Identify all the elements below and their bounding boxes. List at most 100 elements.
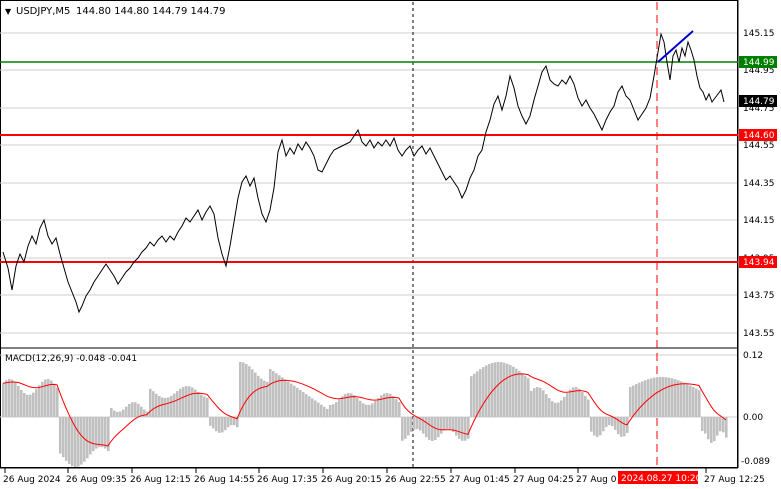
macd-bar bbox=[206, 397, 209, 417]
macd-bar bbox=[356, 397, 359, 417]
time-highlight-bg bbox=[618, 471, 698, 484]
macd-bar bbox=[560, 400, 563, 417]
macd-bar bbox=[335, 402, 338, 417]
macd-bar bbox=[578, 388, 581, 417]
macd-bar bbox=[131, 402, 134, 417]
macd-bar bbox=[35, 389, 38, 417]
macd-bar bbox=[305, 394, 308, 417]
macd-bar bbox=[542, 390, 545, 417]
macd-bar bbox=[605, 417, 608, 428]
macd-bar bbox=[134, 402, 137, 417]
macd-bar bbox=[329, 404, 332, 417]
macd-bar bbox=[29, 394, 32, 417]
macd-bar bbox=[587, 399, 590, 417]
macd-bar bbox=[575, 387, 578, 417]
macd-bar bbox=[704, 417, 707, 434]
macd-bar bbox=[521, 373, 524, 417]
macd-bar bbox=[104, 417, 107, 449]
macd-bar bbox=[491, 362, 494, 417]
macd-bar bbox=[677, 380, 680, 417]
macd-bar bbox=[659, 377, 662, 417]
macd-bar bbox=[455, 417, 458, 436]
macd-bar bbox=[371, 403, 374, 417]
macd-bar bbox=[302, 392, 305, 417]
macd-bar bbox=[551, 401, 554, 417]
macd-bar bbox=[407, 417, 410, 436]
macd-bar bbox=[209, 417, 212, 426]
macd-bar bbox=[155, 393, 158, 417]
macd-bar bbox=[347, 393, 350, 417]
macd-bar bbox=[671, 378, 674, 417]
macd-bar bbox=[212, 417, 215, 429]
macd-bar bbox=[227, 417, 230, 428]
macd-bar bbox=[596, 417, 599, 437]
time-label: 27 Aug 0 bbox=[576, 475, 617, 485]
macd-bar bbox=[509, 365, 512, 417]
macd-bar bbox=[599, 417, 602, 436]
macd-bar bbox=[653, 377, 656, 417]
macd-bar bbox=[590, 417, 593, 432]
price-tag-red-upper: 144.60 bbox=[739, 129, 777, 141]
macd-bar bbox=[716, 417, 719, 436]
macd-bar bbox=[116, 411, 119, 417]
macd-bar bbox=[467, 417, 470, 439]
time-label: 26 Aug 14:55 bbox=[194, 475, 255, 485]
macd-bar bbox=[170, 395, 173, 417]
macd-bar bbox=[278, 375, 281, 417]
macd-bar bbox=[311, 398, 314, 417]
macd-bar bbox=[389, 394, 392, 417]
macd-bar bbox=[56, 387, 59, 417]
macd-bar bbox=[122, 409, 125, 417]
macd-bar bbox=[59, 417, 62, 454]
macd-bar bbox=[572, 387, 575, 417]
macd-bar bbox=[548, 398, 551, 417]
macd-bar bbox=[326, 408, 329, 417]
macd-bar bbox=[518, 370, 521, 417]
macd-bar bbox=[392, 396, 395, 417]
macd-bar bbox=[623, 417, 626, 437]
trend-line[interactable] bbox=[657, 30, 694, 63]
macd-bar bbox=[416, 417, 419, 430]
macd-bar bbox=[287, 381, 290, 417]
price-tick: 144.35 bbox=[743, 179, 775, 189]
dropdown-arrow-icon[interactable]: ▼ bbox=[5, 7, 12, 16]
macd-bar bbox=[458, 417, 461, 439]
macd-bar bbox=[707, 417, 710, 440]
price-tag-label: 143.94 bbox=[743, 258, 775, 268]
macd-bar bbox=[26, 394, 29, 417]
macd-bar bbox=[38, 385, 41, 417]
macd-bar bbox=[119, 411, 122, 417]
macd-bar bbox=[404, 417, 407, 439]
macd-bar bbox=[272, 371, 275, 417]
macd-bar bbox=[32, 392, 35, 417]
macd-bar bbox=[98, 417, 101, 448]
macd-bar bbox=[437, 417, 440, 438]
macd-bar bbox=[413, 417, 416, 430]
macd-bar bbox=[638, 382, 641, 417]
macd-bar bbox=[482, 367, 485, 417]
macd-bar bbox=[53, 383, 56, 417]
macd-bar bbox=[332, 404, 335, 417]
macd-bar bbox=[257, 375, 260, 417]
price-tick: 143.55 bbox=[743, 329, 775, 339]
macd-bar bbox=[374, 400, 377, 417]
macd-bar bbox=[197, 392, 200, 417]
macd-bar bbox=[629, 387, 632, 417]
price-tick: 144.15 bbox=[743, 216, 775, 226]
macd-bar bbox=[68, 417, 71, 464]
macd-bar bbox=[383, 393, 386, 417]
macd-bar bbox=[230, 417, 233, 426]
macd-bar bbox=[695, 388, 698, 417]
price-tag-red-lower: 143.94 bbox=[739, 256, 777, 268]
macd-bar bbox=[167, 397, 170, 417]
macd-bar bbox=[194, 389, 197, 417]
macd-bar bbox=[461, 417, 464, 441]
price-tag-current: 144.79 bbox=[739, 95, 777, 107]
macd-bar bbox=[617, 417, 620, 435]
macd-tick: -0.089 bbox=[741, 457, 770, 467]
macd-bar bbox=[164, 397, 167, 417]
macd-bar bbox=[80, 417, 83, 465]
macd-bar bbox=[425, 417, 428, 438]
macd-bar bbox=[107, 417, 110, 452]
